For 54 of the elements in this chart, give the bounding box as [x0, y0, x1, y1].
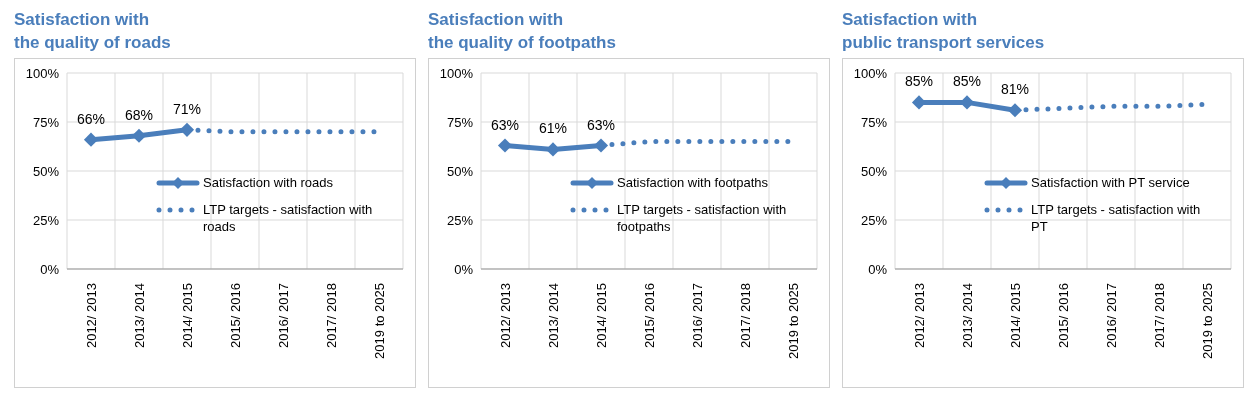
x-tick-label: 2013/ 2014	[131, 283, 147, 349]
y-tick-label: 25%	[32, 212, 60, 228]
chart-title: Satisfaction with the quality of roads	[13, 9, 172, 54]
y-tick-label: 100%	[25, 65, 60, 81]
x-tick-label: 2014/ 2015	[593, 283, 609, 349]
x-tick-label: 2016/ 2017	[1103, 283, 1119, 349]
x-tick-label: 2017/ 2018	[737, 283, 753, 349]
y-tick-label: 50%	[860, 163, 888, 179]
x-tick-label: 2012/ 2013	[911, 283, 927, 349]
x-tick-label: 2019 to 2025	[1199, 283, 1215, 359]
y-tick-label: 0%	[40, 261, 60, 277]
chart-title: Satisfaction with the quality of footpaths	[427, 9, 617, 54]
x-tick-label: 2014/ 2015	[179, 283, 195, 349]
y-tick-label: 100%	[439, 65, 474, 81]
y-tick-label: 100%	[853, 65, 888, 81]
y-tick-label: 50%	[446, 163, 474, 179]
data-label: 63%	[586, 116, 616, 133]
x-tick-label: 2015/ 2016	[1055, 283, 1071, 349]
legend-label: LTP targets - satisfaction with roads	[203, 201, 374, 235]
y-tick-label: 0%	[868, 261, 888, 277]
data-label: 61%	[538, 120, 568, 137]
y-tick-label: 75%	[860, 114, 888, 130]
x-tick-label: 2015/ 2016	[227, 283, 243, 349]
data-label: 85%	[952, 73, 982, 90]
x-tick-label: 2012/ 2013	[497, 283, 513, 349]
legend-label: Satisfaction with PT service	[1031, 174, 1190, 191]
x-tick-label: 2012/ 2013	[83, 283, 99, 349]
x-tick-label: 2013/ 2014	[545, 283, 561, 349]
x-tick-label: 2015/ 2016	[641, 283, 657, 349]
legend-label: LTP targets - satisfaction with PT	[1031, 201, 1202, 235]
chart-title: Satisfaction with public transport services	[841, 9, 1046, 54]
x-tick-label: 2016/ 2017	[275, 283, 291, 349]
x-tick-label: 2013/ 2014	[959, 283, 975, 349]
data-label: 63%	[490, 116, 520, 133]
y-tick-label: 25%	[860, 212, 888, 228]
data-label: 66%	[76, 110, 106, 127]
y-tick-label: 0%	[454, 261, 474, 277]
legend-label: Satisfaction with roads	[203, 174, 334, 191]
x-tick-label: 2019 to 2025	[371, 283, 387, 359]
data-label: 68%	[124, 106, 154, 123]
data-label: 71%	[172, 100, 202, 117]
data-label: 81%	[1000, 81, 1030, 98]
x-tick-label: 2017/ 2018	[1151, 283, 1167, 349]
x-tick-label: 2019 to 2025	[785, 283, 801, 359]
y-tick-label: 75%	[446, 114, 474, 130]
y-tick-label: 25%	[446, 212, 474, 228]
x-tick-label: 2017/ 2018	[323, 283, 339, 349]
x-tick-label: 2016/ 2017	[689, 283, 705, 349]
x-tick-label: 2014/ 2015	[1007, 283, 1023, 349]
legend-label: LTP targets - satisfaction with footpaths	[617, 201, 788, 235]
data-label: 85%	[904, 73, 934, 90]
y-tick-label: 75%	[32, 114, 60, 130]
legend-label: Satisfaction with footpaths	[617, 174, 769, 191]
y-tick-label: 50%	[32, 163, 60, 179]
